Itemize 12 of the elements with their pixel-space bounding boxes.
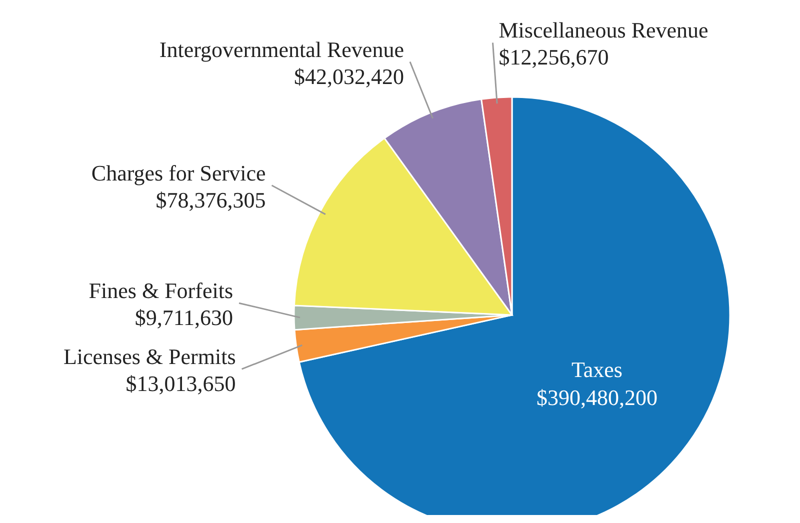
slice-label: Charges for Service	[91, 160, 266, 186]
data-label: $13,013,650	[126, 371, 236, 396]
slice-label: Fines & Forfeits	[88, 278, 234, 304]
data-label: $9,711,630	[134, 305, 234, 330]
data-label: $42,032,420	[294, 64, 404, 89]
slice-label: Licenses & Permits	[63, 344, 236, 370]
slice-label: Intergovernmental Revenue	[159, 36, 404, 62]
slice-label: Taxes	[571, 357, 622, 382]
data-label: $12,256,670	[498, 44, 609, 70]
data-label: $390,480,200	[536, 385, 658, 410]
data-label: $78,376,305	[156, 187, 266, 212]
slice-label: Miscellaneous Revenue	[498, 18, 708, 43]
